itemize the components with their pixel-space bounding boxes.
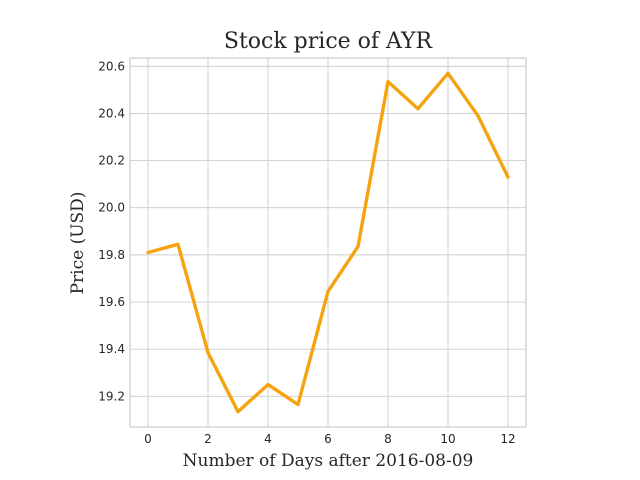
y-tick-label: 20.6 [98,59,125,73]
y-tick-label: 20.2 [98,154,125,168]
y-axis-label: Price (USD) [68,192,88,295]
y-axis-ticks: 19.2 19.4 19.6 19.8 20.0 20.2 20.4 20.6 [98,59,125,403]
y-tick-label: 19.6 [98,295,125,309]
series-layer [146,71,510,414]
x-axis-label: Number of Days after 2016-08-09 [183,451,474,471]
x-tick-label: 0 [144,432,152,446]
y-tick-label: 20.0 [98,201,125,215]
x-tick-label: 2 [204,432,212,446]
x-tick-label: 10 [440,432,455,446]
price-series-line [146,71,510,414]
y-tick-label: 20.4 [98,106,125,120]
grid [130,58,526,427]
y-tick-label: 19.4 [98,342,125,356]
x-tick-label: 12 [500,432,515,446]
chart-title: Stock price of AYR [224,29,434,54]
x-tick-label: 4 [264,432,272,446]
x-tick-label: 8 [384,432,392,446]
y-tick-label: 19.8 [98,248,125,262]
plot-frame [129,57,527,428]
x-tick-label: 6 [324,432,332,446]
y-tick-label: 19.2 [98,389,125,403]
x-axis-ticks: 0 2 4 6 8 10 12 [144,432,515,446]
